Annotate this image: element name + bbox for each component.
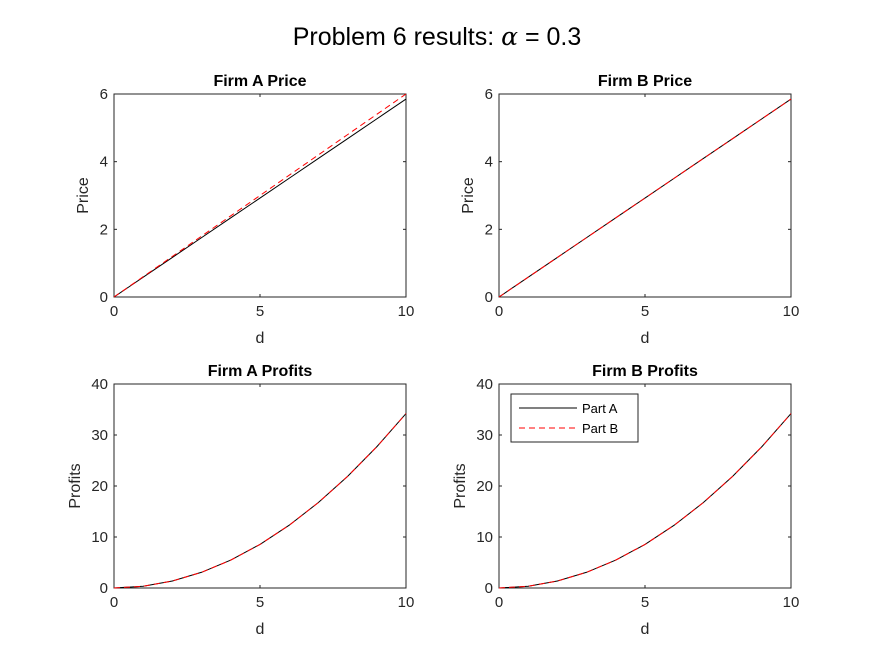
subplot-1: 0 5 10 0 2 4 6 Firm A Price d Price xyxy=(75,73,414,347)
x-tick-label: 10 xyxy=(783,594,800,611)
y-axis-label: Price xyxy=(75,177,92,214)
y-tick-label: 4 xyxy=(485,154,493,171)
subplot-title: Firm B Profits xyxy=(592,363,698,380)
legend: Part A Part B xyxy=(510,393,639,443)
axes-box xyxy=(113,93,407,298)
subplot-2: 0 5 10 0 2 4 6 Firm B Price d Price xyxy=(460,73,799,347)
x-tick-label: 5 xyxy=(256,594,264,611)
y-tick-label: 20 xyxy=(91,478,108,495)
legend-label-part-a: Part A xyxy=(582,401,618,416)
x-tick-label: 0 xyxy=(110,594,118,611)
x-tick-label: 5 xyxy=(256,303,264,320)
legend-label-part-b: Part B xyxy=(582,421,618,436)
series-line-part-b xyxy=(498,413,792,589)
y-tick-label: 30 xyxy=(476,427,493,444)
y-tick-label: 2 xyxy=(100,221,108,238)
subplot-3: 0 5 10 0 10 20 30 40 Firm A Profits d Profits xyxy=(67,363,414,638)
x-tick-label: 5 xyxy=(641,303,649,320)
y-tick-label: 40 xyxy=(91,376,108,393)
y-tick-label: 0 xyxy=(485,580,493,597)
y-tick-label: 6 xyxy=(485,86,493,103)
y-tick-label: 0 xyxy=(100,289,108,306)
axes-box xyxy=(113,383,407,589)
legend-box xyxy=(510,393,639,443)
figure-title: Problem 6 results: α = 0.3 xyxy=(293,22,582,51)
x-axis-label: d xyxy=(641,621,650,638)
y-tick-label: 4 xyxy=(100,154,108,171)
subplot-grid: 0 5 10 0 2 4 6 Firm A Price d Price 0 5 10 0 2 4 6 Firm B… xyxy=(67,73,799,638)
y-axis-label: Profits xyxy=(67,463,84,508)
alpha-symbol: α xyxy=(501,22,518,51)
y-tick-label: 0 xyxy=(100,580,108,597)
y-tick-label: 20 xyxy=(476,478,493,495)
x-tick-label: 5 xyxy=(641,594,649,611)
x-axis-label: d xyxy=(641,330,650,347)
y-axis-label: Profits xyxy=(452,463,469,508)
x-tick-label: 10 xyxy=(398,594,415,611)
series-line-part-b xyxy=(113,413,407,589)
subplot-title: Firm A Profits xyxy=(208,363,313,380)
y-axis-label: Price xyxy=(460,177,477,214)
axes-box xyxy=(498,93,792,298)
y-tick-label: 40 xyxy=(476,376,493,393)
y-tick-label: 30 xyxy=(91,427,108,444)
x-tick-label: 10 xyxy=(398,303,415,320)
x-axis-label: d xyxy=(256,621,265,638)
figure-title-suffix: = 0.3 xyxy=(518,23,581,51)
x-tick-label: 0 xyxy=(495,594,503,611)
series-line-part-a xyxy=(113,98,407,298)
x-tick-label: 0 xyxy=(495,303,503,320)
x-axis-label: d xyxy=(256,330,265,347)
series-line-part-b xyxy=(498,98,792,298)
y-tick-label: 0 xyxy=(485,289,493,306)
figure-title-prefix: Problem 6 results: xyxy=(293,23,501,51)
x-tick-label: 0 xyxy=(110,303,118,320)
y-tick-label: 10 xyxy=(476,529,493,546)
y-tick-label: 6 xyxy=(100,86,108,103)
subplot-title: Firm B Price xyxy=(598,73,692,90)
y-tick-label: 10 xyxy=(91,529,108,546)
subplot-title: Firm A Price xyxy=(213,73,306,90)
y-tick-label: 2 xyxy=(485,221,493,238)
x-tick-label: 10 xyxy=(783,303,800,320)
